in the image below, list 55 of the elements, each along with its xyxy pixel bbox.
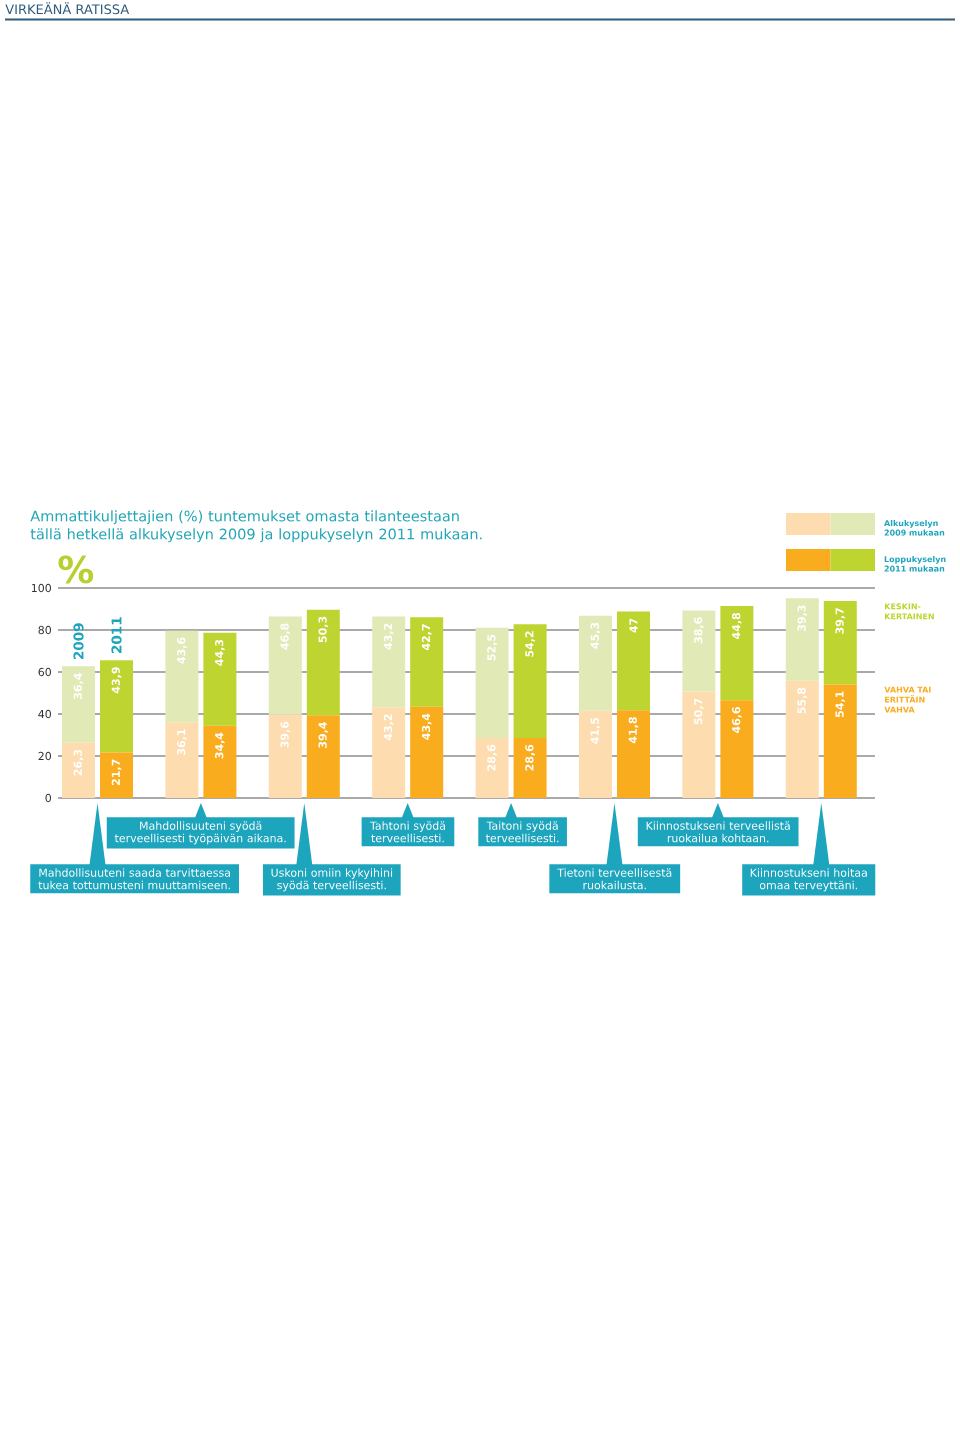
data-label: 55,8 — [797, 687, 808, 714]
data-label: 42,7 — [421, 624, 432, 651]
text: KESKIN-KERTAINEN — [885, 603, 934, 620]
data-label: 28,6 — [525, 744, 535, 771]
y-axis-title: % — [58, 555, 94, 584]
data-label: 43,9 — [111, 667, 122, 694]
data-label: 39,4 — [318, 722, 329, 748]
data-label: 44,3 — [215, 639, 225, 666]
data-label: 21,7 — [111, 759, 122, 785]
x-tick-label: 2009 — [73, 623, 84, 660]
text: Kiinnostukseni terveellistä ruokailua kohtaan. — [646, 821, 790, 843]
text: Loppukyselyn 2011 mukaan — [884, 555, 946, 572]
text: Alkukyselyn 2009 mukaan — [884, 519, 945, 536]
data-label: 46,6 — [732, 707, 742, 734]
data-label: 36,1 — [177, 729, 187, 755]
data-label: 52,5 — [487, 634, 497, 661]
data-label: 43,6 — [177, 637, 187, 664]
text: Mahdollisuuteni syödä terveellisesti työpäivän aikana. — [114, 821, 286, 845]
data-label: 41,8 — [628, 717, 639, 744]
text: VIRKEÄNÄ RATISSA — [5, 2, 130, 15]
text: Tietoni terveellisestä ruokailusta. — [557, 868, 672, 890]
data-label: 43,2 — [383, 714, 394, 741]
data-label: 39,6 — [280, 721, 291, 748]
data-label: 43,2 — [383, 623, 394, 650]
text: VAHVA TAI ERITTÄIN VAHVA — [884, 686, 931, 713]
text: Tahtoni syödä terveellisesti. — [369, 821, 445, 843]
data-label: 50,7 — [694, 698, 704, 725]
data-label: 38,6 — [694, 617, 704, 644]
data-label: 46,8 — [280, 623, 291, 650]
data-label: 39,3 — [797, 605, 808, 631]
y-tick-label: 80 — [38, 625, 51, 635]
data-label: 54,1 — [835, 691, 846, 717]
text: Uskoni omiin kykyihini syödä terveellisesti. — [271, 868, 393, 892]
data-label: 28,6 — [487, 744, 497, 771]
text: Kiinnostukseni hoitaa omaa terveyttäni. — [750, 868, 867, 892]
data-label: 26,3 — [73, 749, 84, 776]
data-label: 45,3 — [590, 622, 601, 649]
data-label: 50,3 — [318, 616, 329, 643]
y-tick-label: 40 — [38, 709, 51, 719]
data-label: 54,2 — [525, 631, 535, 657]
y-tick-label: 0 — [45, 793, 52, 803]
text: Taitoni syödä terveellisesti. — [485, 821, 559, 843]
data-label: 47 — [629, 618, 638, 633]
text: Mahdollisuuteni saada tarvittaessa tukea tottumusteni muuttamiseen. — [38, 868, 230, 890]
y-tick-label: 60 — [38, 667, 51, 677]
data-label: 36,4 — [73, 673, 84, 700]
chart-title: Ammattikuljettajien (%) tuntemukset omasta tilanteestaan tällä hetkellä alkukyselyn 2009 ja loppukyselyn 2011 mukaan. — [30, 510, 482, 543]
data-label: 41,5 — [590, 717, 601, 744]
data-label: 43,4 — [421, 713, 432, 740]
data-label: 44,8 — [732, 613, 742, 639]
y-tick-label: 100 — [31, 583, 51, 593]
data-label: 34,4 — [215, 732, 225, 759]
y-tick-label: 20 — [38, 751, 51, 761]
data-label: 39,7 — [835, 608, 846, 634]
x-tick-label: 2011 — [111, 617, 122, 653]
